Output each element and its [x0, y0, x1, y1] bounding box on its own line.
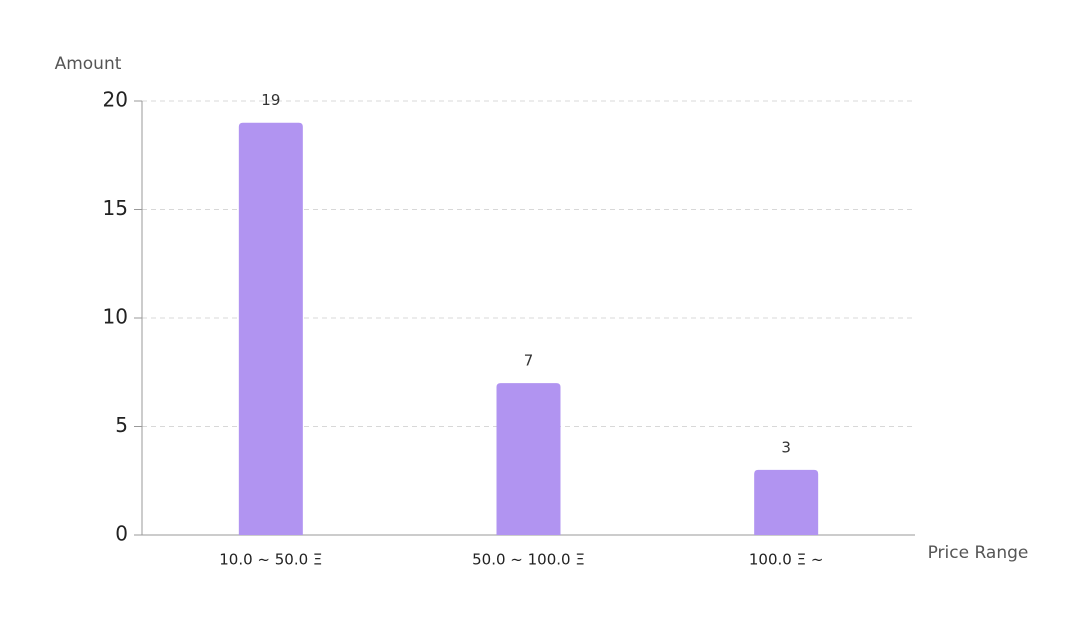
x-tick-label: 100.0 Ξ ~ [749, 551, 824, 569]
x-tick-label: 10.0 ~ 50.0 Ξ [219, 551, 322, 569]
value-label: 19 [261, 91, 280, 109]
bar [754, 469, 819, 535]
x-axis-label: Price Range [928, 543, 1029, 563]
bar [496, 383, 561, 535]
x-tick-label: 50.0 ~ 100.0 Ξ [472, 551, 585, 569]
y-tick-label: 5 [115, 413, 128, 437]
y-tick-label: 20 [103, 88, 128, 112]
bar [238, 122, 303, 535]
value-label: 3 [781, 438, 791, 456]
y-axis-label: Amount [55, 54, 122, 74]
value-label: 7 [524, 352, 534, 370]
y-tick-label: 10 [103, 305, 128, 329]
y-tick-label: 15 [103, 196, 128, 220]
y-tick-label: 0 [115, 522, 128, 546]
